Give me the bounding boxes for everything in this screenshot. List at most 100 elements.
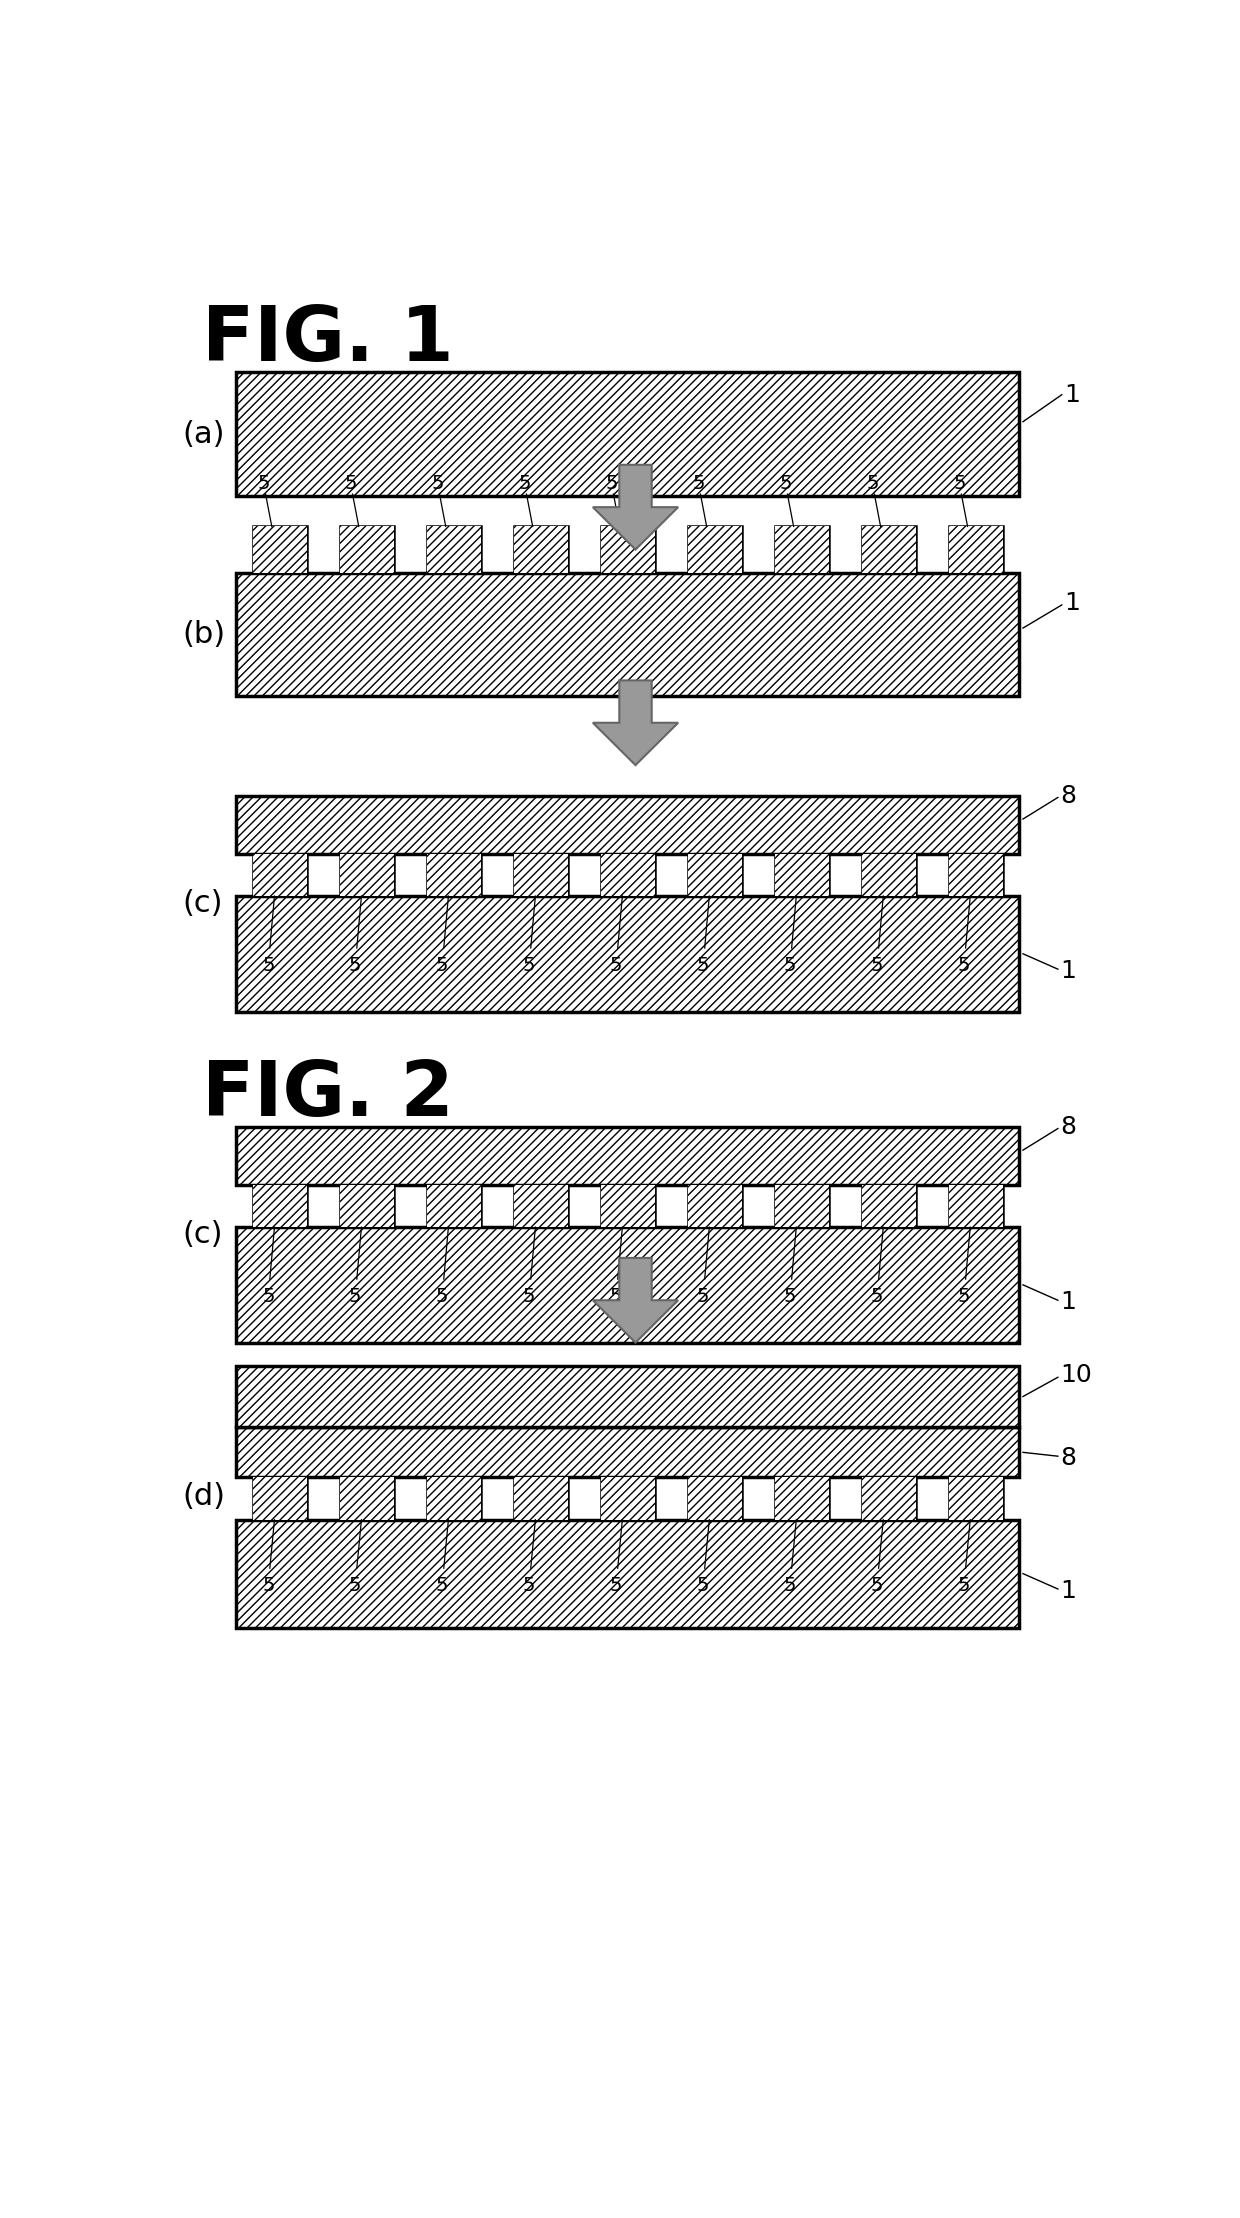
Bar xyxy=(949,854,1003,896)
Bar xyxy=(427,854,481,896)
Bar xyxy=(949,1477,1003,1519)
Bar xyxy=(688,1477,742,1519)
Bar xyxy=(601,1477,655,1519)
Bar xyxy=(862,1477,915,1519)
Bar xyxy=(253,1184,306,1227)
Bar xyxy=(601,854,655,896)
Text: 5: 5 xyxy=(957,1577,970,1595)
Bar xyxy=(427,526,481,572)
Bar xyxy=(253,1184,306,1227)
Text: FIG. 1: FIG. 1 xyxy=(201,304,453,377)
Text: (b): (b) xyxy=(182,619,226,648)
Bar xyxy=(513,526,568,572)
Text: 5: 5 xyxy=(348,1286,362,1306)
Text: 5: 5 xyxy=(518,472,531,492)
Bar xyxy=(427,1477,481,1519)
Text: (c): (c) xyxy=(182,1220,223,1249)
Bar xyxy=(688,1184,742,1227)
Bar xyxy=(340,526,394,572)
Bar xyxy=(688,854,742,896)
Bar xyxy=(949,1184,1003,1227)
Bar xyxy=(513,1184,568,1227)
Bar xyxy=(601,1184,655,1227)
Bar xyxy=(340,854,394,896)
Text: 5: 5 xyxy=(262,1286,274,1306)
Bar xyxy=(949,526,1003,572)
Text: 1: 1 xyxy=(1064,384,1080,406)
Bar xyxy=(237,1366,1019,1428)
Text: 5: 5 xyxy=(436,1577,449,1595)
Bar xyxy=(775,854,828,896)
Text: 8: 8 xyxy=(1060,783,1076,807)
Polygon shape xyxy=(593,681,678,765)
Text: FIG. 2: FIG. 2 xyxy=(201,1058,454,1131)
Text: 5: 5 xyxy=(258,472,270,492)
Text: 5: 5 xyxy=(610,1286,622,1306)
Bar xyxy=(253,526,306,572)
Bar xyxy=(688,854,742,896)
Text: 5: 5 xyxy=(697,1577,709,1595)
Bar xyxy=(775,526,828,572)
Text: 5: 5 xyxy=(780,472,792,492)
Bar xyxy=(949,1184,1003,1227)
Text: 5: 5 xyxy=(954,472,966,492)
Text: 1: 1 xyxy=(1064,590,1080,614)
Bar xyxy=(237,373,1019,495)
Bar xyxy=(340,854,394,896)
Bar xyxy=(427,1184,481,1227)
Bar xyxy=(340,1477,394,1519)
Bar xyxy=(237,572,1019,696)
Text: 5: 5 xyxy=(610,1577,622,1595)
Text: 5: 5 xyxy=(957,1286,970,1306)
Text: 5: 5 xyxy=(523,1577,536,1595)
Bar xyxy=(340,1184,394,1227)
Bar xyxy=(862,1477,915,1519)
Text: (a): (a) xyxy=(182,419,224,448)
Bar xyxy=(601,1477,655,1519)
Bar xyxy=(949,526,1003,572)
Bar xyxy=(775,1184,828,1227)
Text: 5: 5 xyxy=(870,1577,883,1595)
Polygon shape xyxy=(593,1258,678,1342)
Text: 5: 5 xyxy=(523,1286,536,1306)
Bar xyxy=(862,526,915,572)
Polygon shape xyxy=(593,466,678,550)
Bar xyxy=(253,1477,306,1519)
Text: 5: 5 xyxy=(697,1286,709,1306)
Text: 5: 5 xyxy=(436,956,449,974)
Bar xyxy=(862,854,915,896)
Bar xyxy=(237,896,1019,1011)
Bar xyxy=(601,1184,655,1227)
Text: (d): (d) xyxy=(182,1482,226,1510)
Text: 5: 5 xyxy=(345,472,357,492)
Bar xyxy=(427,1184,481,1227)
Bar xyxy=(862,1184,915,1227)
Bar xyxy=(340,526,394,572)
Bar xyxy=(688,1184,742,1227)
Text: 5: 5 xyxy=(870,956,883,974)
Bar xyxy=(237,1519,1019,1628)
Bar xyxy=(862,854,915,896)
Bar xyxy=(775,1477,828,1519)
Text: 5: 5 xyxy=(697,956,709,974)
Bar xyxy=(427,1477,481,1519)
Bar xyxy=(688,526,742,572)
Bar xyxy=(253,854,306,896)
Text: 5: 5 xyxy=(262,1577,274,1595)
Text: 8: 8 xyxy=(1060,1446,1076,1471)
Text: 5: 5 xyxy=(693,472,706,492)
Bar xyxy=(237,796,1019,854)
Bar xyxy=(513,1184,568,1227)
Text: 5: 5 xyxy=(436,1286,449,1306)
Bar xyxy=(775,1184,828,1227)
Bar xyxy=(862,1184,915,1227)
Text: (c): (c) xyxy=(182,889,223,918)
Text: 5: 5 xyxy=(348,1577,362,1595)
Bar xyxy=(949,1477,1003,1519)
Text: 5: 5 xyxy=(262,956,274,974)
Bar xyxy=(340,1184,394,1227)
Text: 8: 8 xyxy=(1060,1116,1076,1140)
Text: 5: 5 xyxy=(348,956,362,974)
Text: 5: 5 xyxy=(610,956,622,974)
Bar xyxy=(513,854,568,896)
